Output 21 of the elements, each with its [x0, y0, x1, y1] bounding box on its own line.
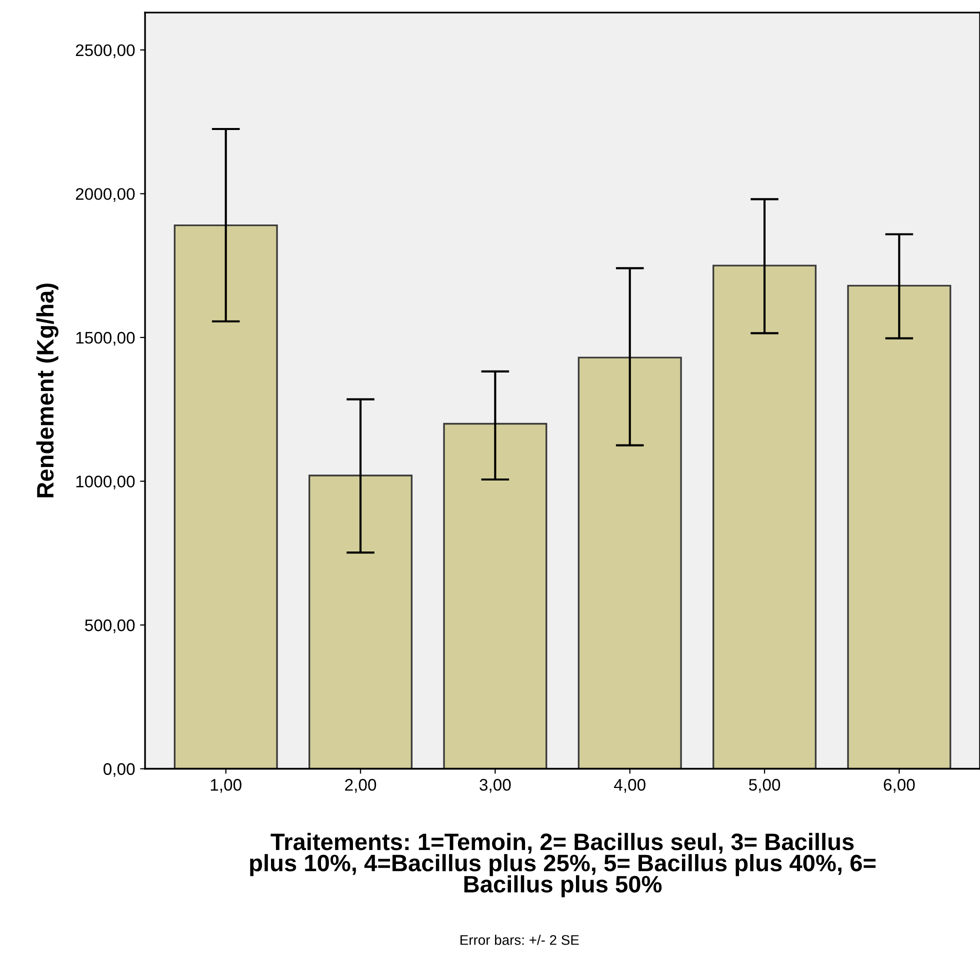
y-tick-label: 1500,00 [76, 332, 135, 346]
bar [712, 264, 817, 769]
x-tick-label: 4,00 [614, 778, 646, 793]
y-axis-title: Rendement (Kg/ha) [36, 284, 58, 498]
x-tick-label: 5,00 [748, 778, 780, 793]
y-tick-label: 2500,00 [76, 44, 135, 58]
y-tick-label: 500,00 [85, 619, 135, 634]
bar [443, 422, 548, 769]
bar [578, 356, 682, 769]
text: Error bars: +/- 2 SE [460, 934, 579, 945]
x-tick-label: 3,00 [480, 778, 511, 793]
y-tick-label: 0,00 [104, 763, 135, 777]
bar [847, 284, 952, 769]
bar [174, 224, 278, 769]
y-tick-label: 2000,00 [76, 188, 135, 202]
x-tick-label: 2,00 [345, 778, 376, 793]
x-tick-label: 1,00 [210, 778, 242, 793]
y-tick-label: 1000,00 [76, 476, 135, 490]
x-axis-title: Traitements: 1=Temoin, 2= Bacillus seul, 3= Bacillus plus 10%, 4=Bacillus plus 25%, 5= Bacillus plus 40%, 6= Bacillus plus 50% [250, 832, 876, 898]
x-tick-label: 6,00 [884, 778, 915, 793]
bar [308, 474, 413, 769]
